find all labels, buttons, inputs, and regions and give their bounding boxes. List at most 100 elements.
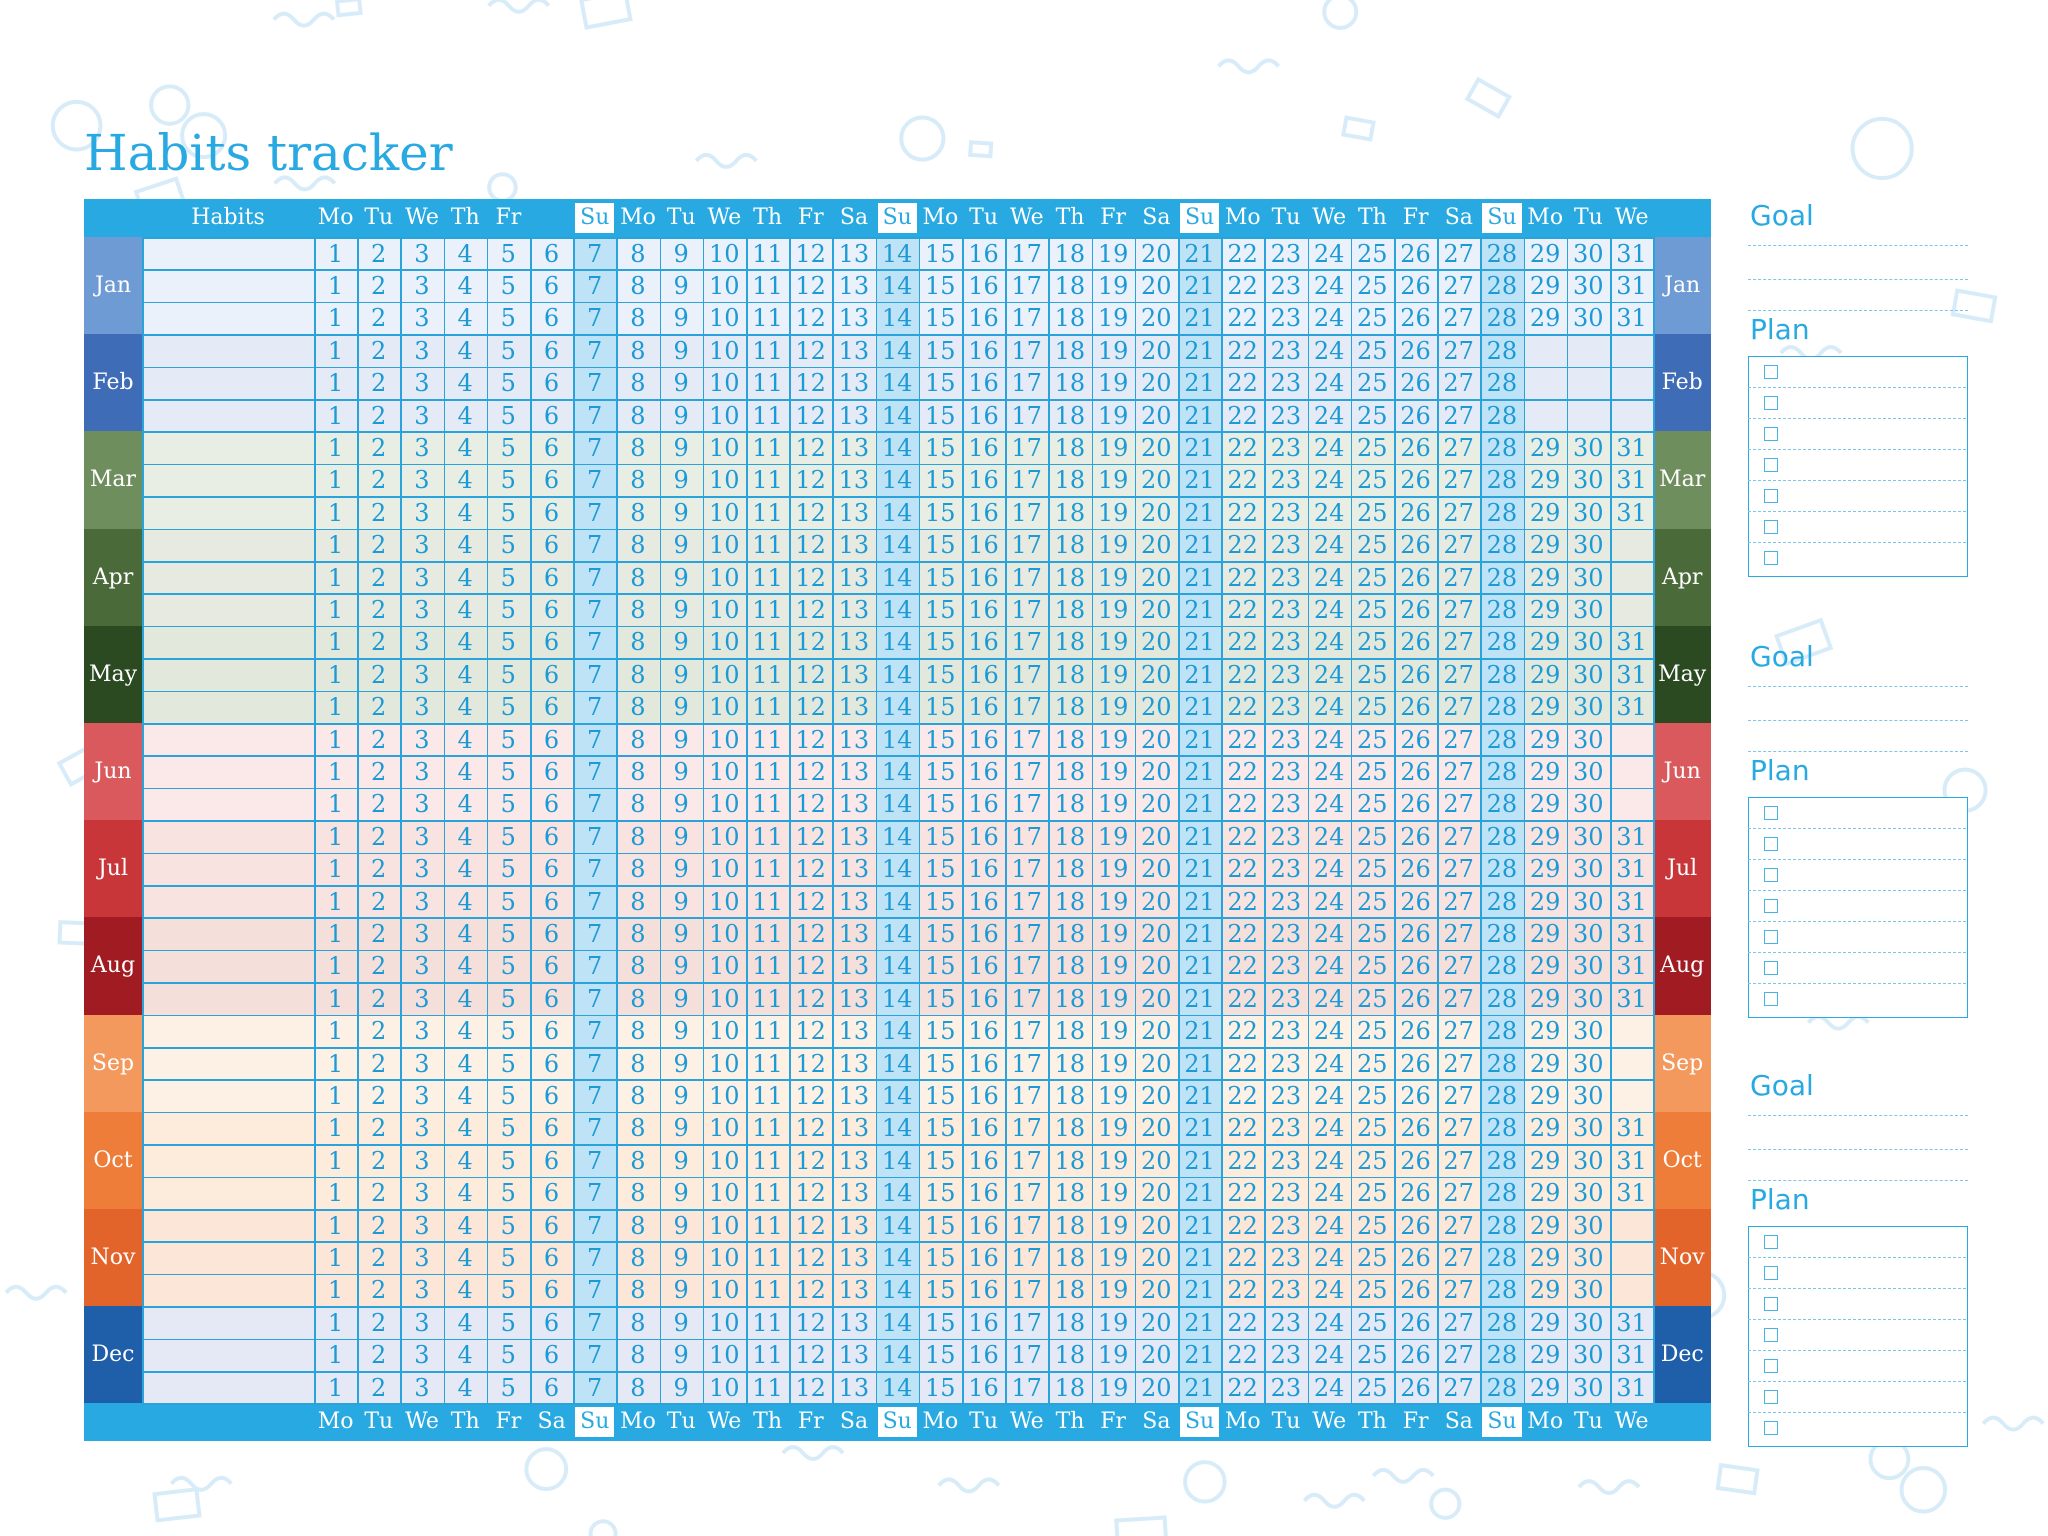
- day-cell[interactable]: 16: [968, 304, 999, 333]
- day-cell[interactable]: 9: [673, 887, 689, 916]
- day-cell[interactable]: 13: [838, 919, 870, 948]
- day-cell[interactable]: 24: [1313, 563, 1345, 592]
- day-cell[interactable]: 15: [925, 239, 956, 268]
- day-cell[interactable]: 17: [1011, 952, 1042, 981]
- habit-name-cell[interactable]: [142, 1079, 314, 1111]
- day-cell[interactable]: 10: [709, 855, 740, 884]
- day-cell[interactable]: 21: [1184, 1179, 1215, 1208]
- day-cell[interactable]: 15: [925, 855, 956, 884]
- day-cell[interactable]: 10: [709, 1179, 740, 1208]
- day-cell[interactable]: 5: [500, 919, 516, 948]
- day-cell[interactable]: 16: [968, 1114, 999, 1143]
- day-cell[interactable]: 7: [587, 369, 603, 398]
- day-cell[interactable]: 29: [1529, 725, 1561, 754]
- day-cell[interactable]: 3: [414, 498, 430, 527]
- day-cell[interactable]: 5: [500, 336, 516, 365]
- day-cell[interactable]: 8: [630, 531, 646, 560]
- day-cell[interactable]: 17: [1011, 628, 1042, 657]
- day-cell[interactable]: 5: [500, 271, 516, 300]
- day-cell[interactable]: 27: [1443, 1114, 1474, 1143]
- day-cell[interactable]: 23: [1270, 1049, 1302, 1078]
- day-cell[interactable]: 3: [414, 304, 430, 333]
- day-cell[interactable]: 16: [968, 239, 999, 268]
- day-cell[interactable]: 27: [1443, 336, 1474, 365]
- day-cell[interactable]: 5: [500, 1373, 516, 1402]
- day-cell[interactable]: 15: [925, 336, 956, 365]
- day-cell[interactable]: 24: [1313, 401, 1345, 430]
- day-cell[interactable]: 28: [1486, 660, 1518, 689]
- day-cell[interactable]: 15: [925, 1341, 956, 1370]
- day-cell[interactable]: 11: [752, 1373, 783, 1402]
- day-cell[interactable]: 17: [1011, 433, 1042, 462]
- day-cell[interactable]: 31: [1616, 952, 1647, 981]
- day-cell[interactable]: 28: [1486, 1081, 1518, 1110]
- day-cell[interactable]: 25: [1357, 1211, 1388, 1240]
- day-cell[interactable]: 5: [500, 239, 516, 268]
- day-cell[interactable]: 29: [1529, 757, 1561, 786]
- day-cell[interactable]: 31: [1616, 1114, 1647, 1143]
- day-cell[interactable]: 16: [968, 1243, 999, 1272]
- day-cell[interactable]: 21: [1184, 1049, 1215, 1078]
- day-cell[interactable]: 11: [752, 1211, 783, 1240]
- day-cell[interactable]: 20: [1141, 1243, 1172, 1272]
- habit-name-cell[interactable]: [142, 1015, 314, 1047]
- day-cell[interactable]: 29: [1529, 1049, 1561, 1078]
- day-cell[interactable]: 13: [838, 1276, 870, 1305]
- day-cell[interactable]: 16: [968, 1179, 999, 1208]
- day-cell[interactable]: 18: [1054, 952, 1086, 981]
- day-cell[interactable]: 27: [1443, 271, 1474, 300]
- day-cell[interactable]: 18: [1054, 531, 1086, 560]
- day-cell[interactable]: 29: [1529, 433, 1561, 462]
- day-cell[interactable]: 17: [1011, 855, 1042, 884]
- plan-checkbox[interactable]: [1764, 1390, 1778, 1404]
- day-cell[interactable]: 19: [1097, 1276, 1129, 1305]
- day-cell[interactable]: 12: [795, 1341, 826, 1370]
- day-cell[interactable]: 22: [1227, 1341, 1258, 1370]
- day-cell[interactable]: 31: [1616, 433, 1647, 462]
- day-cell[interactable]: 3: [414, 984, 430, 1013]
- habit-name-cell[interactable]: [142, 1339, 314, 1371]
- day-cell[interactable]: 6: [543, 984, 560, 1013]
- day-cell[interactable]: 1: [327, 887, 344, 916]
- day-cell[interactable]: 18: [1054, 304, 1086, 333]
- day-cell[interactable]: 27: [1443, 660, 1474, 689]
- day-cell[interactable]: 1: [327, 531, 344, 560]
- day-cell[interactable]: 15: [925, 693, 956, 722]
- day-cell[interactable]: 6: [543, 1081, 560, 1110]
- day-cell[interactable]: 20: [1141, 271, 1172, 300]
- day-cell[interactable]: 20: [1141, 563, 1172, 592]
- day-cell[interactable]: 19: [1097, 1211, 1129, 1240]
- day-cell[interactable]: 19: [1097, 1146, 1129, 1175]
- day-cell[interactable]: 16: [968, 369, 999, 398]
- day-cell[interactable]: 17: [1011, 531, 1042, 560]
- day-cell[interactable]: 30: [1573, 531, 1604, 560]
- day-cell[interactable]: 13: [838, 693, 870, 722]
- day-cell[interactable]: 18: [1054, 1373, 1086, 1402]
- day-cell[interactable]: 8: [630, 271, 646, 300]
- habit-name-cell[interactable]: [142, 367, 314, 399]
- day-cell[interactable]: 10: [709, 984, 740, 1013]
- day-cell[interactable]: 22: [1227, 531, 1258, 560]
- day-cell[interactable]: 27: [1443, 1049, 1474, 1078]
- day-cell[interactable]: 12: [795, 239, 826, 268]
- day-cell[interactable]: 29: [1529, 628, 1561, 657]
- habit-name-cell[interactable]: [142, 1047, 314, 1079]
- day-cell[interactable]: 22: [1227, 271, 1258, 300]
- day-cell[interactable]: 10: [709, 1049, 740, 1078]
- day-cell[interactable]: 27: [1443, 984, 1474, 1013]
- day-cell[interactable]: 5: [500, 369, 516, 398]
- day-cell[interactable]: 29: [1529, 1211, 1561, 1240]
- day-cell[interactable]: 30: [1573, 433, 1604, 462]
- day-cell[interactable]: 26: [1400, 1276, 1431, 1305]
- day-cell[interactable]: 17: [1011, 1276, 1042, 1305]
- plan-checkbox[interactable]: [1764, 992, 1778, 1006]
- day-cell[interactable]: 19: [1097, 369, 1129, 398]
- day-cell[interactable]: 8: [630, 1081, 646, 1110]
- day-cell[interactable]: 6: [543, 1114, 560, 1143]
- day-cell[interactable]: 6: [543, 1179, 560, 1208]
- day-cell[interactable]: 7: [587, 855, 603, 884]
- goal-line[interactable]: [1748, 686, 1968, 687]
- day-cell[interactable]: 26: [1400, 855, 1431, 884]
- day-cell[interactable]: 25: [1357, 952, 1388, 981]
- day-cell[interactable]: 1: [327, 919, 344, 948]
